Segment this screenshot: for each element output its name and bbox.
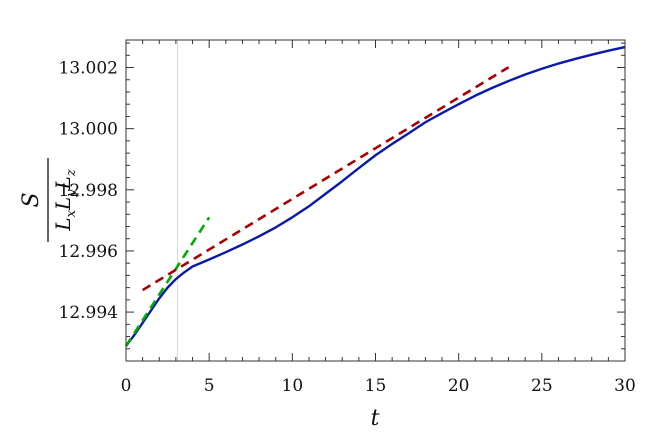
series-line-main xyxy=(125,45,626,347)
y-label-L2: L xyxy=(51,197,75,211)
series-line-red-dashed xyxy=(141,66,510,292)
y-tick-label: 13.002 xyxy=(59,59,118,79)
y-axis-label: S LxLyLz xyxy=(19,158,79,242)
y-label-sub-x: x xyxy=(64,209,79,217)
y-label-sub-y: y xyxy=(64,189,79,198)
x-tick-label: 25 xyxy=(531,376,553,396)
series-line-green-dashed xyxy=(124,216,211,347)
x-tick-label: 15 xyxy=(365,376,387,396)
y-tick-label: 13.000 xyxy=(59,120,118,140)
x-tick-label: 20 xyxy=(448,376,470,396)
x-tick-label: 5 xyxy=(204,376,215,396)
y-label-L1: L xyxy=(51,217,75,231)
x-tick-label: 30 xyxy=(614,376,636,396)
ticks-layer xyxy=(125,40,626,361)
y-axis-label-denominator: LxLyLz xyxy=(51,169,79,232)
x-tick-labels: 0 5 10 15 20 25 30 xyxy=(121,376,636,396)
x-tick-label: 0 xyxy=(121,376,132,396)
y-tick-label: 12.994 xyxy=(59,303,118,323)
y-label-sub-z: z xyxy=(64,169,79,177)
x-tick-label: 10 xyxy=(282,376,304,396)
y-axis-label-numerator: S xyxy=(19,192,44,207)
plot-frame xyxy=(125,39,626,362)
y-tick-labels: 12.994 12.996 12.998 13.000 13.002 xyxy=(59,59,118,324)
series-layer xyxy=(124,45,626,347)
y-tick-label: 12.998 xyxy=(59,181,118,201)
x-axis-label: t xyxy=(371,406,380,431)
y-tick-label: 12.996 xyxy=(59,242,118,262)
y-label-L3: L xyxy=(51,176,75,190)
